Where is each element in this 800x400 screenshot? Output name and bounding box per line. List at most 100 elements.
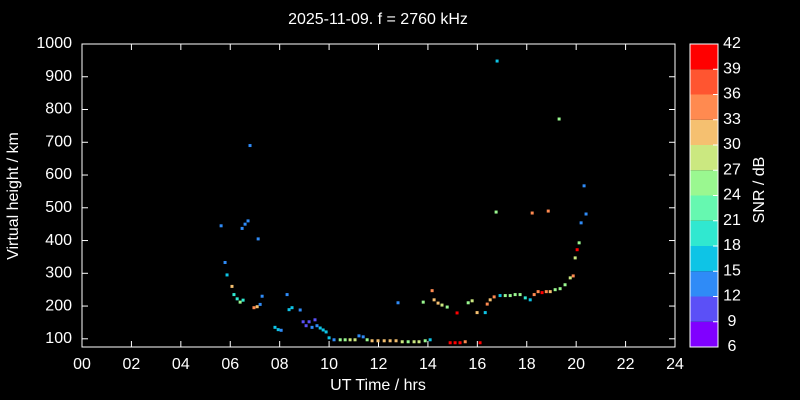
data-point — [238, 300, 242, 304]
y-tick-label: 800 — [45, 101, 72, 118]
data-point — [528, 298, 532, 302]
data-point — [232, 293, 236, 297]
data-point — [558, 287, 562, 291]
data-point — [304, 324, 308, 328]
data-point — [436, 301, 440, 305]
data-point — [219, 224, 223, 228]
x-tick-label: 02 — [123, 356, 141, 373]
data-point — [301, 320, 305, 324]
colorbar-tick-label: 18 — [723, 237, 741, 254]
data-point — [318, 326, 322, 330]
data-point — [557, 117, 561, 121]
data-point — [573, 256, 577, 260]
y-tick-label: 500 — [45, 199, 72, 216]
x-tick-label: 12 — [370, 356, 388, 373]
data-point — [279, 328, 283, 332]
colorbar-band — [690, 94, 718, 120]
data-point — [241, 298, 245, 302]
data-point — [568, 276, 572, 280]
colorbar-tick-label: 30 — [723, 136, 741, 153]
colorbar-tick-label: 21 — [723, 212, 741, 229]
data-point — [412, 340, 416, 344]
data-point — [348, 338, 352, 342]
y-axis-label: Virtual height / km — [5, 132, 22, 260]
data-point — [579, 221, 583, 225]
colorbar-band — [690, 321, 718, 347]
data-point — [240, 226, 244, 230]
data-point — [287, 308, 291, 312]
x-tick-label: 04 — [172, 356, 190, 373]
data-point — [532, 293, 536, 297]
x-tick-label: 24 — [666, 356, 684, 373]
colorbar-tick-label: 42 — [723, 35, 741, 52]
colorbar-band — [690, 119, 718, 145]
x-tick-label: 06 — [221, 356, 239, 373]
data-point — [276, 328, 280, 332]
data-point — [523, 296, 527, 300]
data-point — [530, 211, 534, 215]
data-point — [423, 339, 427, 343]
data-point — [540, 291, 544, 295]
colorbar-band — [690, 271, 718, 297]
x-tick-label: 10 — [320, 356, 338, 373]
data-point — [448, 341, 452, 345]
colorbar-band — [690, 246, 718, 272]
x-axis-label: UT Time / hrs — [330, 377, 426, 394]
data-point — [577, 241, 581, 245]
data-point — [440, 303, 444, 307]
x-tick-label: 20 — [567, 356, 585, 373]
data-point — [370, 339, 374, 343]
data-point — [463, 340, 467, 344]
data-point — [376, 339, 380, 343]
data-point — [396, 301, 400, 305]
y-tick-label: 600 — [45, 166, 72, 183]
data-point — [475, 311, 479, 315]
data-point — [243, 222, 247, 226]
colorbar-band — [690, 195, 718, 221]
data-point — [544, 290, 548, 294]
data-point — [584, 212, 588, 216]
data-point — [563, 283, 567, 287]
data-point — [343, 338, 347, 342]
data-point — [406, 340, 410, 344]
y-tick-label: 300 — [45, 265, 72, 282]
data-point — [252, 306, 256, 310]
data-point — [321, 328, 325, 332]
colorbar-tick-label: 12 — [723, 288, 741, 305]
data-point — [445, 305, 449, 309]
data-point — [503, 294, 507, 298]
data-point — [430, 289, 434, 293]
data-point — [494, 210, 498, 214]
x-tick-label: 08 — [271, 356, 289, 373]
data-point — [575, 248, 579, 252]
data-point — [260, 294, 264, 298]
y-tick-label: 1000 — [36, 35, 72, 52]
y-tick-label: 200 — [45, 297, 72, 314]
data-point — [338, 338, 342, 342]
colorbar-tick-label: 39 — [723, 60, 741, 77]
colorbar-label: SNR / dB — [751, 157, 768, 224]
data-point — [357, 334, 361, 338]
data-point — [361, 335, 365, 339]
colorbar-tick-label: 15 — [723, 262, 741, 279]
data-point — [324, 330, 328, 334]
data-point — [548, 290, 552, 294]
data-point — [246, 219, 250, 223]
data-point — [310, 325, 314, 329]
colorbar-band — [690, 296, 718, 322]
data-point — [248, 144, 252, 148]
data-point — [307, 320, 311, 324]
data-point — [488, 298, 492, 302]
colorbar-band — [690, 220, 718, 246]
data-point — [483, 311, 487, 315]
data-point — [536, 290, 540, 294]
x-tick-label: 16 — [468, 356, 486, 373]
data-point — [492, 295, 496, 299]
data-point — [327, 336, 331, 340]
data-point — [582, 184, 586, 188]
data-point — [298, 308, 302, 312]
data-point — [255, 305, 259, 309]
data-point — [498, 294, 502, 298]
